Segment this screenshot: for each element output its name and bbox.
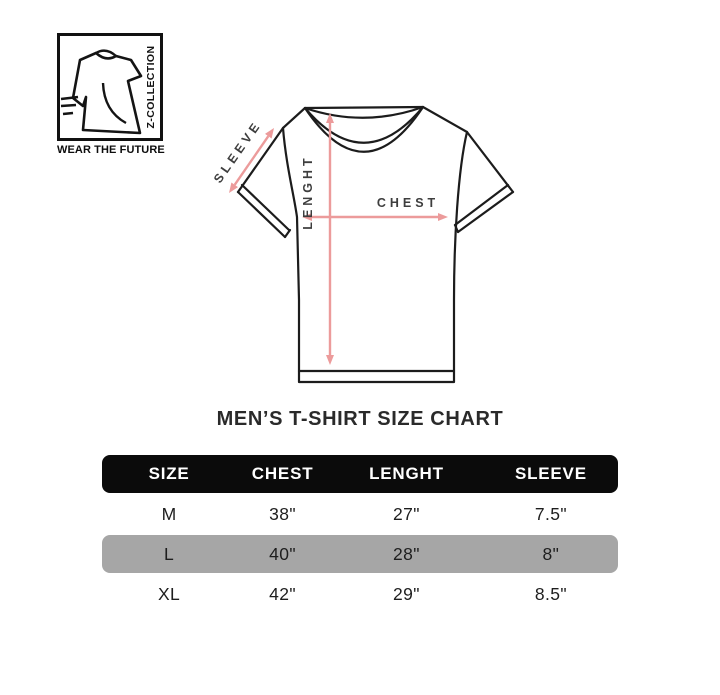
brand-tagline: WEAR THE FUTURE	[57, 144, 165, 156]
length-label: LENGHT	[301, 154, 315, 229]
cell-size: M	[161, 503, 177, 524]
table-header-row: SIZE CHEST LENGHT SLEEVE	[102, 455, 618, 493]
header-chest: CHEST	[251, 464, 314, 483]
cell-chest: 40"	[269, 543, 297, 564]
logo-tee-collar	[95, 49, 117, 57]
logo-frame: Z-COLLECTION	[57, 33, 163, 141]
tshirt-body-outline	[281, 105, 469, 384]
cell-size: XL	[157, 583, 181, 604]
cell-chest: 38"	[269, 503, 297, 524]
cell-length: 29"	[392, 583, 420, 604]
cell-chest: 42"	[269, 583, 297, 604]
table-row-l: L 40" 28" 8"	[102, 535, 618, 573]
left-sleeve	[236, 126, 292, 239]
tshirt-measurement-diagram: SLEEVE LENGHT CHEST	[211, 105, 515, 384]
header-sleeve: SLEEVE	[514, 464, 587, 483]
cell-sleeve: 8.5"	[534, 583, 567, 604]
logo-speed-lines	[60, 95, 79, 116]
cell-length: 27"	[392, 503, 420, 524]
header-length: LENGHT	[369, 464, 444, 483]
sleeve-arrow	[229, 128, 274, 193]
chest-label: CHEST	[377, 196, 439, 210]
collar-outer-arc	[303, 105, 425, 153]
collar-back-arc	[303, 105, 425, 119]
size-table: SIZE CHEST LENGHT SLEEVE M 38" 27" 7.5" …	[102, 455, 618, 613]
logo-tee-fold	[101, 82, 127, 125]
header-size: SIZE	[148, 464, 190, 483]
table-row-m: M 38" 27" 7.5"	[102, 495, 618, 533]
brand-logo: Z-COLLECTION WEAR THE FUTURE	[57, 33, 165, 156]
cell-length: 28"	[392, 543, 420, 564]
collar-inner-arc	[303, 105, 425, 144]
brand-name-vertical: Z-COLLECTION	[145, 45, 157, 129]
cell-sleeve: 7.5"	[534, 503, 567, 524]
length-arrow	[326, 113, 334, 365]
chest-arrow	[302, 213, 448, 221]
cell-sleeve: 8"	[542, 543, 560, 564]
right-sleeve	[453, 130, 515, 234]
page-title: MEN’S T-SHIRT SIZE CHART	[216, 408, 504, 430]
logo-tee-body	[71, 51, 143, 135]
tshirt-logo-icon	[60, 49, 143, 135]
table-row-xl: XL 42" 29" 8.5"	[102, 575, 618, 613]
cell-size: L	[164, 543, 175, 564]
